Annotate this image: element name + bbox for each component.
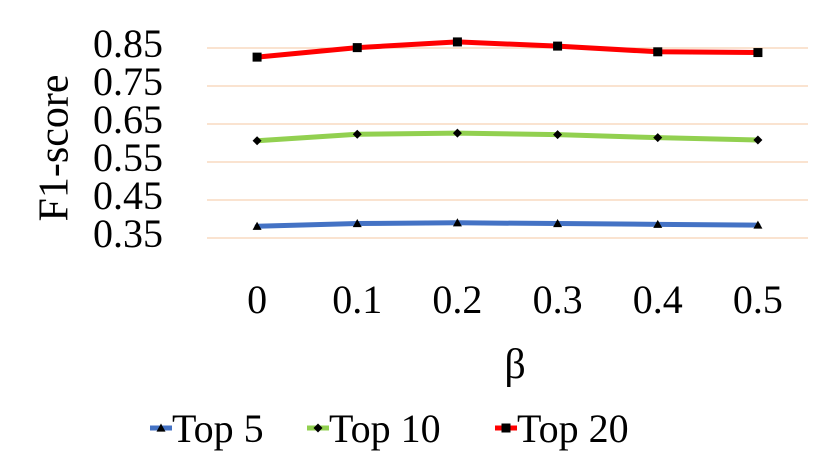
series-line-top-10 — [254, 130, 761, 144]
legend-label-top-5: Top 5 — [172, 406, 264, 451]
series-group — [252, 37, 763, 230]
legend-marker-top-5 — [156, 423, 166, 432]
y-axis-ticks: 0.350.450.550.650.750.85 — [93, 21, 163, 256]
x-tick-label: 0.1 — [332, 277, 382, 322]
legend-label-top-20: Top 20 — [517, 406, 629, 451]
series-line-top-20 — [254, 39, 761, 60]
y-axis-label: F1-score — [32, 75, 78, 222]
data-point-top-10 — [653, 133, 663, 143]
data-point-top-20 — [553, 41, 563, 51]
legend-label-top-10: Top 10 — [329, 406, 441, 451]
x-tick-label: 0.5 — [733, 277, 783, 322]
x-axis-ticks: 0 0.1 0.2 0.3 0.4 0.5 — [247, 277, 783, 322]
data-point-top-5 — [653, 219, 663, 228]
x-tick-label: 0.4 — [633, 277, 683, 322]
x-tick-label: 0 — [247, 277, 267, 322]
data-point-top-20 — [452, 37, 462, 47]
legend-marker-top-20 — [501, 423, 511, 433]
x-tick-label: 0.2 — [432, 277, 482, 322]
data-point-top-10 — [252, 136, 262, 146]
legend: Top 5 Top 10 Top 20 — [150, 406, 629, 451]
data-point-top-20 — [653, 47, 663, 57]
legend-item-top-10: Top 10 — [307, 406, 441, 451]
series-top-5 — [252, 218, 763, 230]
x-tick-label: 0.3 — [533, 277, 583, 322]
legend-marker-top-10 — [313, 423, 323, 433]
data-point-top-5 — [753, 220, 763, 229]
legend-item-top-20: Top 20 — [495, 406, 629, 451]
y-tick-label: 0.35 — [93, 211, 163, 256]
data-point-top-20 — [753, 48, 763, 58]
series-top-20 — [252, 37, 763, 62]
data-point-top-10 — [553, 130, 563, 140]
data-point-top-5 — [352, 219, 362, 228]
data-point-top-20 — [252, 52, 262, 62]
data-point-top-10 — [352, 129, 362, 139]
y-tick-label: 0.65 — [93, 97, 163, 142]
y-tick-label: 0.45 — [93, 173, 163, 218]
y-tick-label: 0.85 — [93, 21, 163, 66]
grid-lines — [207, 47, 808, 239]
data-point-top-20 — [352, 43, 362, 53]
data-point-top-5 — [553, 219, 563, 228]
data-point-top-5 — [452, 218, 462, 227]
data-point-top-10 — [753, 135, 763, 145]
y-tick-label: 0.75 — [93, 59, 163, 104]
legend-item-top-5: Top 5 — [150, 406, 264, 451]
series-top-10 — [252, 128, 763, 146]
series-line-top-5 — [254, 220, 761, 229]
data-point-top-5 — [252, 221, 262, 230]
y-tick-label: 0.55 — [93, 135, 163, 180]
x-axis-label: β — [504, 342, 525, 388]
data-point-top-10 — [452, 128, 462, 138]
